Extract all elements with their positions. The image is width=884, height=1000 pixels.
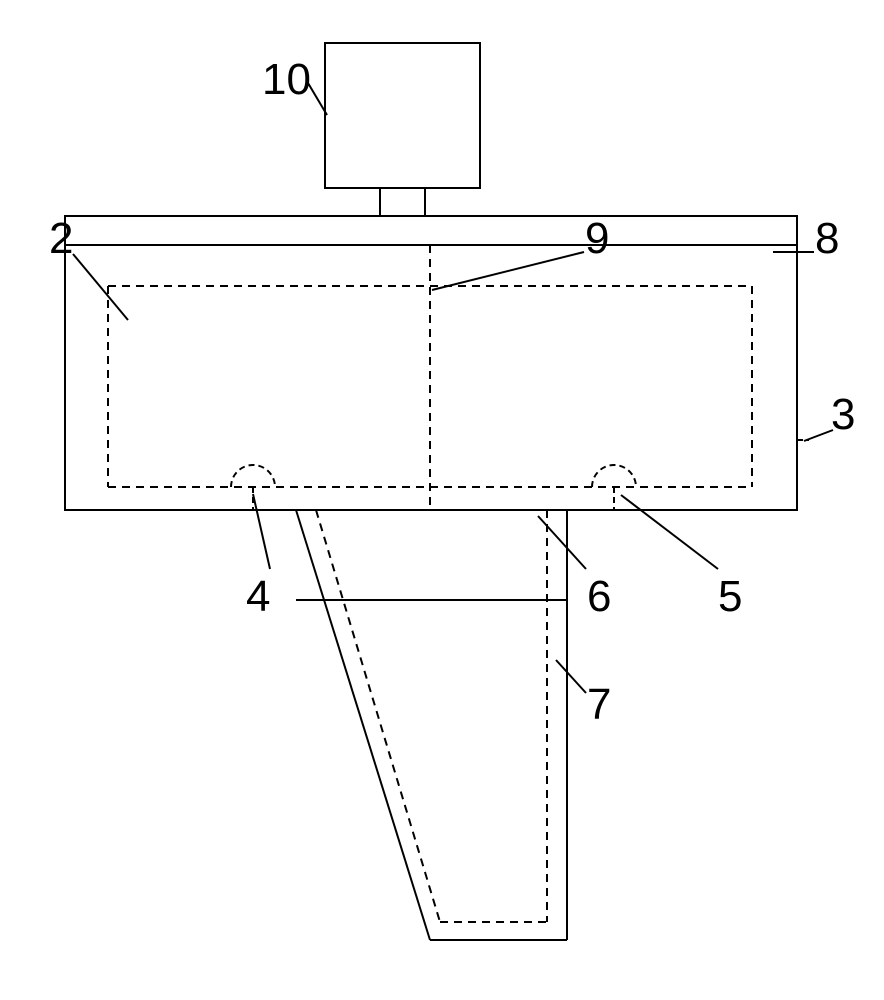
blade-inner-left: [316, 510, 440, 922]
bearing-left: [231, 465, 275, 487]
motor-connector: [380, 188, 425, 216]
leader-9: [432, 252, 584, 290]
technical-diagram: [0, 0, 884, 1000]
motor-box: [325, 43, 480, 188]
label-4: 4: [246, 572, 270, 622]
label-10: 10: [262, 55, 311, 105]
leader-5: [621, 495, 718, 569]
bearing-right: [592, 465, 636, 487]
leader-4: [253, 494, 270, 569]
leader-7: [556, 660, 586, 693]
blade-left-solid: [296, 510, 430, 940]
leader-6: [538, 516, 586, 569]
label-9: 9: [585, 214, 609, 264]
label-3: 3: [831, 390, 855, 440]
leader-2: [73, 254, 128, 320]
label-8: 8: [815, 214, 839, 264]
cap-plate: [65, 216, 797, 245]
label-5: 5: [718, 572, 742, 622]
shapes-group: [65, 43, 809, 940]
label-2: 2: [49, 214, 73, 264]
label-6: 6: [587, 572, 611, 622]
label-7: 7: [587, 680, 611, 730]
leader-3: [804, 430, 833, 441]
